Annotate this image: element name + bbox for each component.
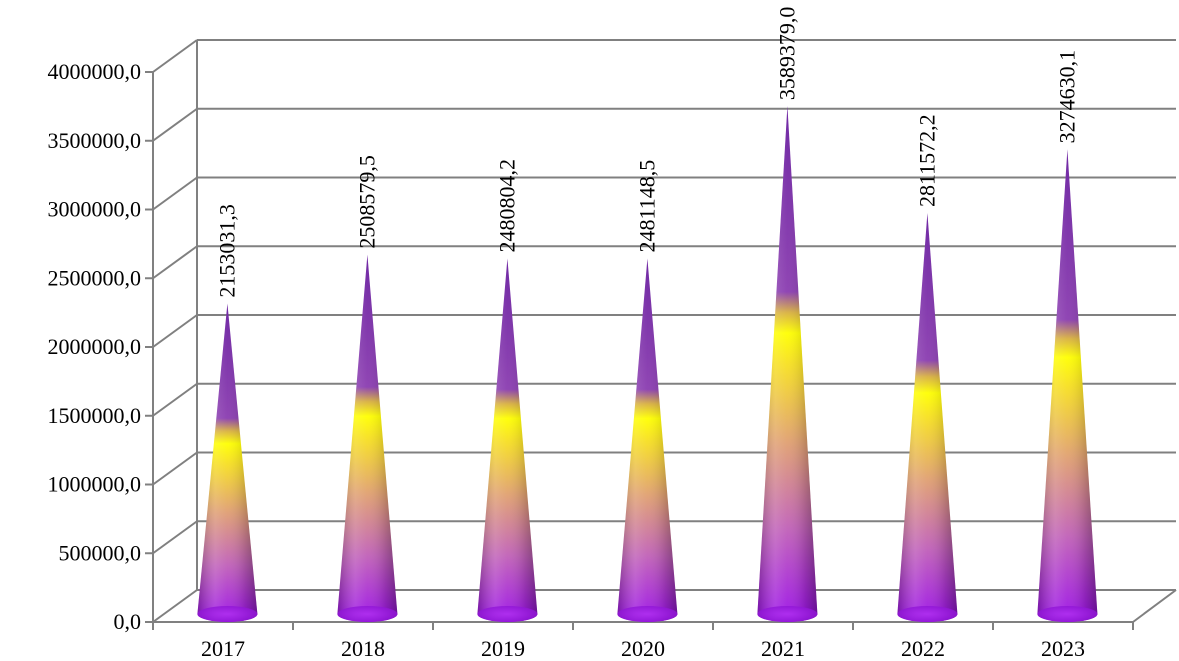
y-tick-label: 1000000,0 [48,472,142,497]
gridline-depth [152,245,198,280]
gridline-depth [152,382,198,417]
x-tick-label: 2017 [201,636,245,661]
cone-shading [197,303,258,622]
gridline-depth [152,107,198,142]
cone-bar-2020 [617,258,678,622]
data-label: 2481148,5 [634,160,659,253]
x-tick-label: 2019 [481,636,525,661]
cone-bar-2017 [197,303,258,622]
y-tick-label: 2500000,0 [48,265,142,290]
x-axis: 2017 2018 2019 2020 2021 2022 2023 [152,622,1134,661]
bars [197,106,1098,623]
x-tick-label: 2018 [341,636,385,661]
data-label: 3589379,0 [774,7,799,101]
cone-shading [1037,149,1098,622]
cone-base [337,606,398,622]
gridline-depth [152,314,198,348]
y-tick-label: 3500000,0 [48,128,142,153]
cone-shading [757,106,818,623]
cone-shading [337,254,398,622]
data-label: 2480804,2 [494,159,519,253]
gridline-depth [152,451,198,486]
y-tick-label: 3000000,0 [48,197,142,222]
x-tick-label: 2023 [1041,636,1085,661]
cone-shading [477,258,538,622]
gridline-depth [152,176,198,211]
cone-bar-2018 [337,254,398,622]
data-labels: 2153031,3 2508579,5 2480804,2 2481148,5 3589… [214,7,1079,298]
y-tick-label: 4000000,0 [48,59,142,84]
cone-bar-2022 [897,213,958,622]
data-label: 2508579,5 [354,155,379,249]
cone-base [757,606,818,622]
x-tick-label: 2021 [761,636,805,661]
y-tick-label: 2000000,0 [48,334,142,359]
cone-bar-2021 [757,106,818,623]
floor-right-edge [1132,589,1177,623]
x-tick-label: 2022 [901,636,945,661]
cone-bar-2019 [477,258,538,622]
gridline-depth [152,39,198,73]
data-label: 2153031,3 [214,204,239,298]
y-axis: 0,0 500000,0 1000000,0 1500000,0 2000000,0 25… [48,59,153,634]
data-label: 2811572,2 [914,114,939,207]
cone-base [617,606,678,622]
cone-shading [617,258,678,622]
gridline-depth [152,589,198,623]
cone-base [897,606,958,622]
data-label: 3274630,1 [1054,50,1079,144]
x-tick-label: 2020 [621,636,665,661]
y-tick-label: 500000,0 [59,540,142,565]
y-tick-label: 1500000,0 [48,403,142,428]
cone-bar-2023 [1037,149,1098,622]
cone-base [1037,606,1098,622]
y-tick-label: 0,0 [114,609,142,634]
cone-base [197,606,258,622]
gridline-depth [152,520,198,555]
cone-shading [897,213,958,622]
cone-base [477,606,538,622]
